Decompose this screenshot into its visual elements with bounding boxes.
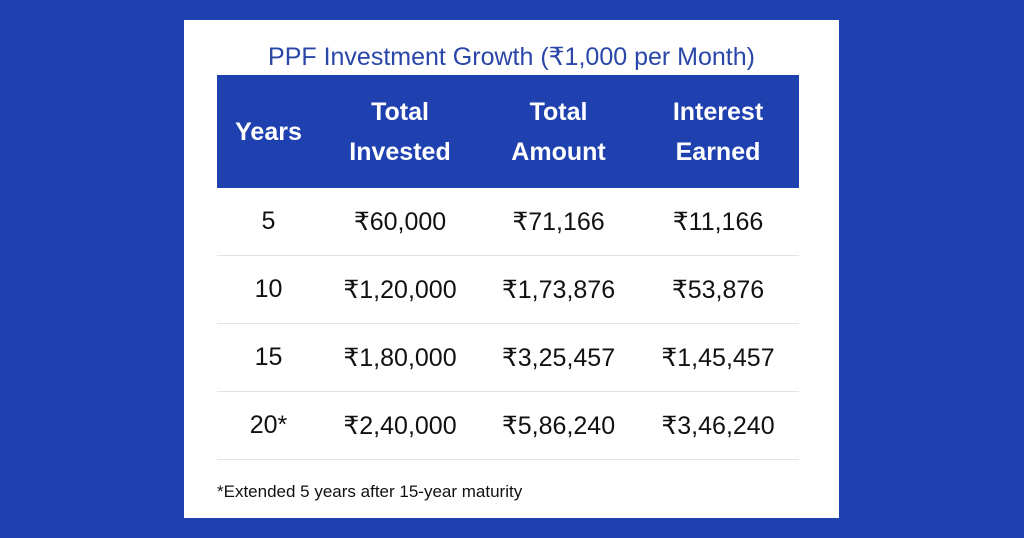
cell-interest-earned: ₹3,46,240	[637, 391, 799, 460]
header-total-invested: Total Invested	[349, 97, 451, 166]
cell-total-invested: ₹60,000	[320, 188, 480, 256]
cell-total-invested: ₹2,40,000	[320, 391, 480, 460]
cell-total-invested: ₹1,80,000	[320, 323, 480, 392]
header-years: Years	[235, 117, 302, 146]
cell-years: 15	[217, 323, 320, 392]
header-interest-earned: Interest Earned	[672, 97, 764, 166]
table-row: 10 ₹1,20,000 ₹1,73,876 ₹53,876	[217, 255, 799, 324]
header-total-amount: Total Amount	[511, 97, 606, 166]
cell-interest-earned: ₹11,166	[637, 188, 799, 256]
footnote: *Extended 5 years after 15-year maturity	[217, 482, 523, 501]
table-card: PPF Investment Growth (₹1,000 per Month)…	[184, 20, 839, 518]
cell-total-amount: ₹1,73,876	[480, 255, 637, 324]
cell-total-invested: ₹1,20,000	[320, 255, 480, 324]
table-header-row: Years Total Invested Total Amount Intere…	[217, 75, 799, 188]
cell-years: 10	[217, 255, 320, 324]
cell-interest-earned: ₹1,45,457	[637, 323, 799, 392]
cell-total-amount: ₹71,166	[480, 188, 637, 256]
table-row: 5 ₹60,000 ₹71,166 ₹11,166	[217, 188, 799, 256]
cell-total-amount: ₹3,25,457	[480, 323, 637, 392]
table-row: 15 ₹1,80,000 ₹3,25,457 ₹1,45,457	[217, 323, 799, 392]
cell-years: 20*	[217, 391, 320, 460]
table-title: PPF Investment Growth (₹1,000 per Month)	[268, 43, 755, 71]
cell-interest-earned: ₹53,876	[637, 255, 799, 324]
ppf-growth-table: Years Total Invested Total Amount Intere…	[217, 75, 799, 460]
table-row: 20* ₹2,40,000 ₹5,86,240 ₹3,46,240	[217, 391, 799, 460]
cell-years: 5	[217, 188, 320, 256]
cell-total-amount: ₹5,86,240	[480, 391, 637, 460]
